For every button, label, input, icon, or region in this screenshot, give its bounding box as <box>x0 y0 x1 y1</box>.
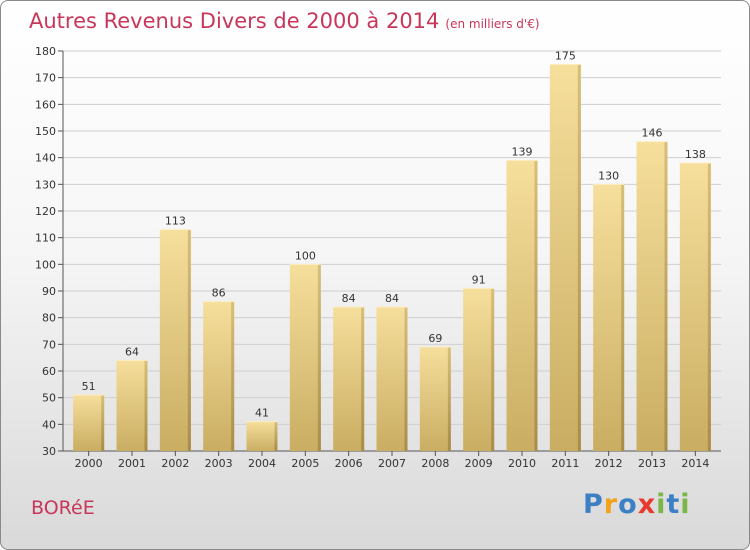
bar-2011 <box>549 64 581 452</box>
y-tick-label: 100 <box>35 258 56 271</box>
x-tick-label: 2011 <box>551 457 579 470</box>
value-label: 146 <box>642 127 663 140</box>
value-label: 41 <box>255 407 269 420</box>
x-tick-label: 2007 <box>378 457 406 470</box>
y-tick-label: 50 <box>42 392 56 405</box>
bars <box>73 63 711 452</box>
value-label: 86 <box>212 287 226 300</box>
bar-2007 <box>376 307 408 451</box>
x-tick-label: 2006 <box>335 457 363 470</box>
x-tick-label: 2003 <box>205 457 233 470</box>
logo-letter: P <box>583 489 604 520</box>
bar-shade-2004 <box>274 421 278 451</box>
commune-name: BORéE <box>31 497 95 519</box>
x-tick-label: 2013 <box>638 457 666 470</box>
logo-letter: i <box>680 489 691 520</box>
x-tick-label: 2014 <box>681 457 709 470</box>
value-label: 139 <box>512 145 533 158</box>
y-tick-label: 90 <box>42 285 56 298</box>
bar-2008 <box>419 347 451 451</box>
logo-letter: x <box>637 489 657 520</box>
bar-2000 <box>73 395 105 451</box>
bar-2003 <box>203 301 235 451</box>
bar-2001 <box>116 360 148 451</box>
bar-shade-2010 <box>534 160 538 452</box>
bar-shade-2003 <box>231 301 235 451</box>
bar-2012 <box>593 184 625 452</box>
logo-letter: i <box>656 489 667 520</box>
bar-shade-2005 <box>317 264 321 451</box>
bar-2002 <box>159 229 191 451</box>
bar-shade-2001 <box>144 360 148 451</box>
bar-shade-2006 <box>361 307 365 451</box>
bar-shade-2007 <box>404 307 408 451</box>
bar-2013 <box>636 141 668 451</box>
bar-2009 <box>463 288 495 451</box>
x-tick-label: 2005 <box>291 457 319 470</box>
value-label: 175 <box>555 49 576 62</box>
bar-2010 <box>506 160 538 452</box>
y-tick-label: 140 <box>35 152 56 165</box>
logo-letter: o <box>618 489 638 520</box>
value-label: 91 <box>472 273 486 286</box>
y-tick-label: 130 <box>35 178 56 191</box>
chart-title: Autres Revenus Divers de 2000 à 2014 (en … <box>29 9 540 33</box>
bar-shade-2011 <box>577 64 581 452</box>
value-label: 113 <box>165 215 186 228</box>
value-label: 138 <box>685 148 706 161</box>
logo-letter: r <box>603 489 619 520</box>
bar-2004 <box>246 421 278 451</box>
x-tick-label: 2008 <box>421 457 449 470</box>
value-label: 64 <box>125 345 139 358</box>
bar-shade-2012 <box>621 184 625 452</box>
y-tick-label: 80 <box>42 312 56 325</box>
x-tick-label: 2012 <box>595 457 623 470</box>
bar-shade-2008 <box>447 347 451 451</box>
labels: 30 40 50 60 70 80 90 100 110 120 130 140 150 160 170 18… <box>35 45 709 470</box>
y-tick-label: 40 <box>42 418 56 431</box>
y-tick-label: 160 <box>35 98 56 111</box>
value-label: 84 <box>385 292 399 305</box>
y-tick-label: 120 <box>35 205 56 218</box>
y-tick-label: 60 <box>42 365 56 378</box>
value-label: 69 <box>428 332 442 345</box>
bar-shade-2009 <box>491 288 495 451</box>
value-label: 51 <box>82 380 96 393</box>
value-label: 84 <box>342 292 356 305</box>
x-tick-label: 2004 <box>248 457 276 470</box>
y-tick-label: 70 <box>42 338 56 351</box>
chart-title-text: Autres Revenus Divers de 2000 à 2014 <box>29 9 440 33</box>
value-label: 130 <box>598 169 619 182</box>
bar-2005 <box>289 264 321 451</box>
y-tick-label: 30 <box>42 445 56 458</box>
y-tick-label: 110 <box>35 232 56 245</box>
bar-shade-2014 <box>707 163 711 451</box>
y-tick-label: 150 <box>35 125 56 138</box>
x-tick-label: 2009 <box>465 457 493 470</box>
x-tick-label: 2001 <box>118 457 146 470</box>
x-tick-label: 2010 <box>508 457 536 470</box>
proxiti-logo[interactable]: Proxiti <box>583 489 691 520</box>
bar-shade-2013 <box>664 141 668 451</box>
bar-shade-2000 <box>101 395 105 451</box>
y-tick-label: 170 <box>35 72 56 85</box>
value-label: 100 <box>295 249 316 262</box>
logo-letter: t <box>666 489 681 520</box>
x-tick-label: 2002 <box>161 457 189 470</box>
chart-unit: (en milliers d'€) <box>445 17 540 31</box>
y-tick-label: 180 <box>35 45 56 58</box>
x-tick-label: 2000 <box>75 457 103 470</box>
bar-2006 <box>333 307 365 451</box>
bar-2014 <box>679 163 711 451</box>
bar-shade-2002 <box>187 229 191 451</box>
